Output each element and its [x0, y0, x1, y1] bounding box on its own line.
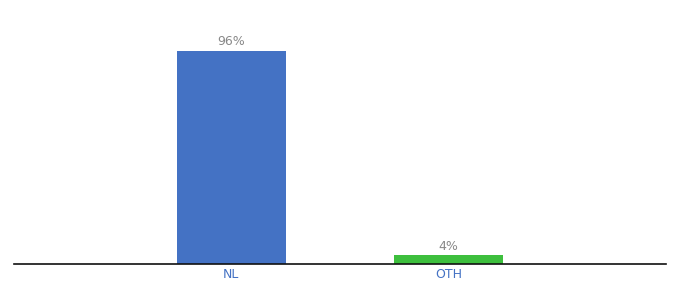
- Bar: [394, 255, 503, 264]
- Bar: [177, 51, 286, 264]
- Text: 4%: 4%: [439, 240, 459, 253]
- Text: 96%: 96%: [218, 35, 245, 48]
